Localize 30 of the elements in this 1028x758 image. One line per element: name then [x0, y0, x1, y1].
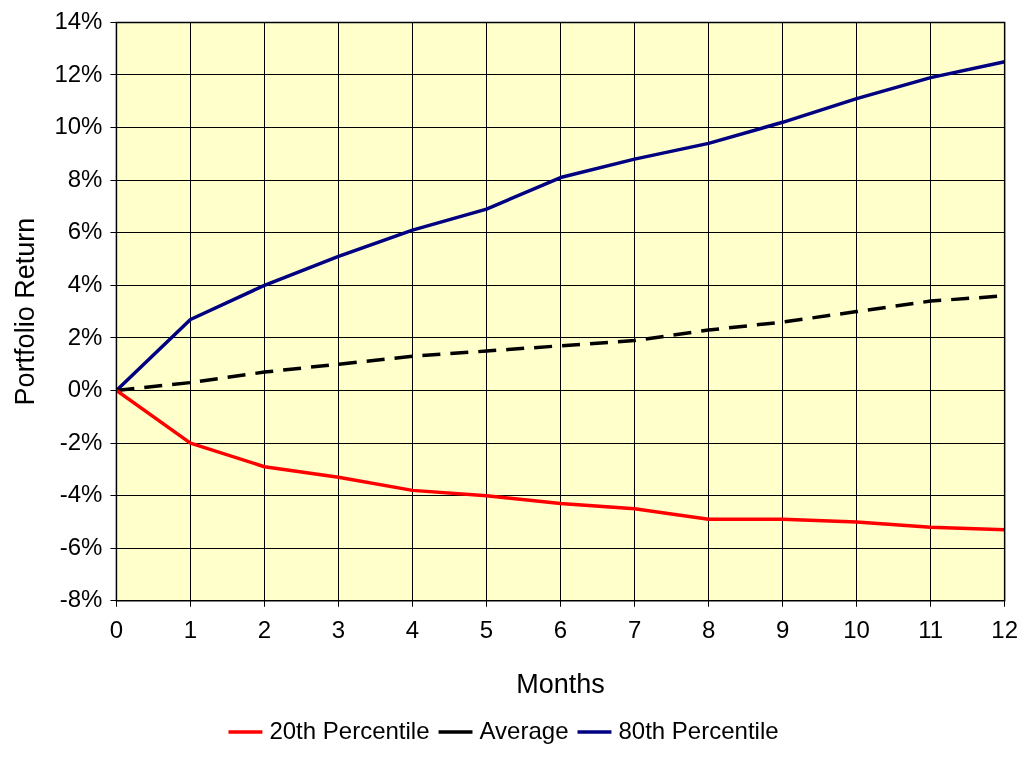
- x-tick-label: 11: [918, 615, 944, 643]
- y-tick-label: -4%: [59, 480, 103, 508]
- x-tick-label: 10: [843, 615, 870, 643]
- y-tick-label: -8%: [59, 585, 103, 613]
- x-tick-label: 9: [775, 615, 790, 643]
- y-tick-label: 4%: [67, 269, 103, 297]
- y-tick-label: 14%: [54, 7, 103, 35]
- y-tick-label: -6%: [59, 532, 103, 560]
- y-tick-label: 6%: [67, 217, 103, 245]
- x-axis-title: Months: [516, 669, 605, 700]
- y-tick-label: 0%: [67, 375, 103, 403]
- legend-label: Average: [479, 716, 569, 744]
- y-tick-label: 10%: [54, 112, 103, 140]
- x-tick-label: 3: [331, 615, 346, 643]
- y-axis-title: Portfolio Return: [9, 217, 40, 406]
- x-tick-label: 4: [405, 615, 420, 643]
- x-tick-label: 8: [701, 615, 716, 643]
- legend-label: 80th Percentile: [618, 716, 779, 744]
- legend-label: 20th Percentile: [269, 716, 430, 744]
- y-tick-label: -2%: [59, 427, 103, 455]
- x-tick-label: 5: [479, 615, 494, 643]
- y-tick-label: 2%: [67, 322, 103, 350]
- x-tick-label: 7: [627, 615, 642, 643]
- y-tick-label: 12%: [54, 59, 103, 87]
- x-tick-label: 1: [183, 615, 198, 643]
- x-tick-label: 6: [553, 615, 568, 643]
- x-tick-label: 12: [991, 615, 1018, 643]
- y-tick-label: 8%: [67, 164, 103, 192]
- x-tick-label: 0: [109, 615, 124, 643]
- x-tick-label: 2: [257, 615, 272, 643]
